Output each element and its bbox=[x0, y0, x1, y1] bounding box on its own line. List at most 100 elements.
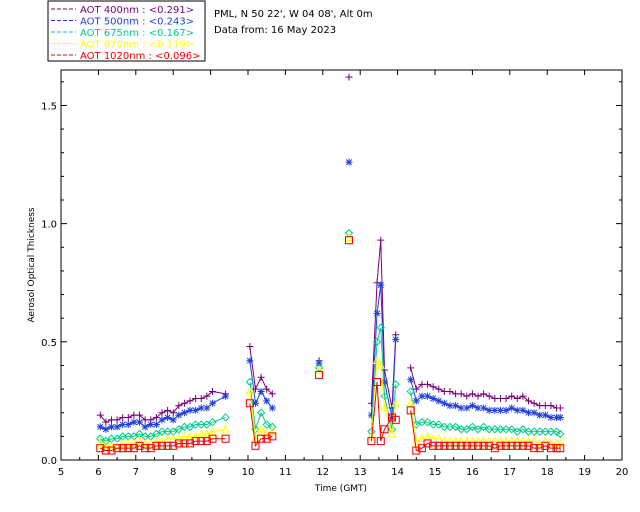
data-point-675nm bbox=[191, 420, 200, 429]
data-point-1020nm bbox=[412, 446, 421, 455]
x-tick-label: 7 bbox=[133, 467, 139, 478]
data-point-675nm bbox=[456, 425, 466, 434]
data-point-500nm bbox=[474, 404, 482, 412]
data-point-500nm bbox=[392, 335, 400, 343]
data-point-870nm bbox=[496, 436, 505, 445]
data-point-400nm bbox=[124, 413, 132, 421]
data-point-500nm bbox=[452, 402, 460, 410]
data-point-400nm bbox=[257, 373, 265, 381]
data-point-675nm bbox=[479, 422, 488, 432]
data-point-870nm bbox=[473, 436, 483, 445]
x-tick-label: 9 bbox=[207, 467, 213, 478]
data-point-500nm bbox=[463, 404, 471, 412]
legend-entry-675nm: AOT 675nm : <0.167> bbox=[80, 28, 194, 39]
data-point-1020nm bbox=[174, 439, 183, 448]
data-point-675nm bbox=[513, 427, 522, 436]
data-point-675nm bbox=[507, 425, 516, 434]
data-point-1020nm bbox=[391, 415, 400, 424]
data-point-500nm bbox=[440, 399, 448, 407]
data-point-870nm bbox=[163, 434, 172, 443]
data-point-870nm bbox=[380, 403, 389, 412]
data-point-500nm bbox=[147, 421, 155, 429]
data-point-400nm bbox=[246, 343, 254, 351]
data-point-870nm bbox=[372, 356, 382, 365]
data-point-500nm bbox=[197, 404, 205, 412]
data-point-400nm bbox=[268, 390, 276, 398]
data-point-1020nm bbox=[152, 441, 161, 450]
data-point-675nm bbox=[496, 425, 505, 434]
data-point-1020nm bbox=[315, 370, 324, 379]
x-axis: 5 6 7 8 9 10 11 12 13 14 15 16 17 18 19 20 bbox=[58, 70, 628, 478]
data-point-1020nm bbox=[474, 441, 483, 450]
data-point-1020nm bbox=[344, 236, 353, 245]
data-point-1020nm bbox=[451, 441, 460, 450]
x-tick-label: 15 bbox=[429, 467, 442, 478]
x-tick-label: 14 bbox=[391, 467, 404, 478]
data-point-675nm bbox=[485, 425, 494, 434]
data-point-1020nm bbox=[556, 444, 565, 453]
data-point-1020nm bbox=[118, 444, 127, 453]
data-point-500nm bbox=[547, 413, 555, 421]
data-point-870nm bbox=[406, 398, 416, 407]
data-point-500nm bbox=[158, 416, 166, 424]
data-point-870nm bbox=[387, 429, 397, 438]
data-point-1020nm bbox=[541, 441, 550, 450]
data-point-500nm bbox=[468, 402, 476, 410]
data-point-500nm bbox=[222, 392, 230, 400]
data-point-500nm bbox=[519, 406, 527, 414]
data-point-675nm bbox=[185, 422, 195, 432]
data-point-1020nm bbox=[202, 437, 211, 446]
data-point-1020nm bbox=[141, 444, 150, 453]
data-point-500nm bbox=[175, 411, 183, 419]
data-point-1020nm bbox=[268, 432, 277, 441]
data-point-870nm bbox=[267, 427, 277, 435]
data-point-870nm bbox=[417, 434, 427, 443]
x-tick-label: 6 bbox=[95, 467, 101, 478]
series-group bbox=[95, 73, 565, 455]
legend-mean-675nm: <0.167> bbox=[149, 28, 194, 39]
data-point-500nm bbox=[556, 413, 564, 421]
legend-entry-870nm: AOT 870nm : <0.119> bbox=[80, 40, 194, 51]
data-point-675nm bbox=[434, 420, 443, 429]
data-point-870nm bbox=[174, 434, 184, 443]
data-point-870nm bbox=[490, 436, 500, 445]
data-point-500nm bbox=[268, 404, 276, 412]
data-point-400nm bbox=[457, 390, 465, 398]
data-point-500nm bbox=[496, 406, 504, 414]
data-point-1020nm bbox=[157, 441, 166, 450]
x-tick-label: 13 bbox=[354, 467, 367, 478]
data-point-870nm bbox=[245, 386, 255, 395]
data-point-400nm bbox=[208, 387, 216, 395]
data-point-500nm bbox=[263, 397, 271, 405]
data-point-675nm bbox=[556, 429, 565, 439]
data-point-675nm bbox=[473, 425, 483, 434]
x-tick-label: 16 bbox=[466, 467, 479, 478]
data-point-675nm bbox=[180, 422, 189, 432]
data-point-870nm bbox=[440, 436, 449, 445]
data-point-870nm bbox=[196, 429, 206, 438]
data-point-500nm bbox=[536, 411, 544, 419]
data-point-400nm bbox=[377, 236, 385, 244]
data-point-870nm bbox=[501, 436, 511, 445]
data-point-1020nm bbox=[530, 444, 539, 453]
data-point-400nm bbox=[263, 385, 271, 393]
data-point-1020nm bbox=[490, 444, 499, 453]
data-point-500nm bbox=[418, 392, 426, 400]
data-point-400nm bbox=[203, 392, 211, 400]
data-point-870nm bbox=[451, 436, 460, 445]
data-point-675nm bbox=[380, 391, 389, 401]
data-point-400nm bbox=[412, 385, 420, 393]
data-point-870nm bbox=[208, 427, 217, 435]
data-point-500nm bbox=[102, 425, 110, 433]
data-point-1020nm bbox=[406, 406, 415, 415]
data-point-500nm bbox=[136, 418, 144, 426]
data-point-400nm bbox=[468, 390, 476, 398]
legend-mean-400nm: <0.291> bbox=[149, 5, 194, 16]
data-point-870nm bbox=[391, 398, 401, 407]
data-point-675nm bbox=[101, 436, 111, 446]
data-point-1020nm bbox=[257, 434, 266, 443]
data-point-500nm bbox=[257, 387, 265, 395]
data-point-1020nm bbox=[496, 441, 505, 450]
series-line-870nm bbox=[370, 359, 397, 437]
data-point-400nm bbox=[180, 399, 188, 407]
